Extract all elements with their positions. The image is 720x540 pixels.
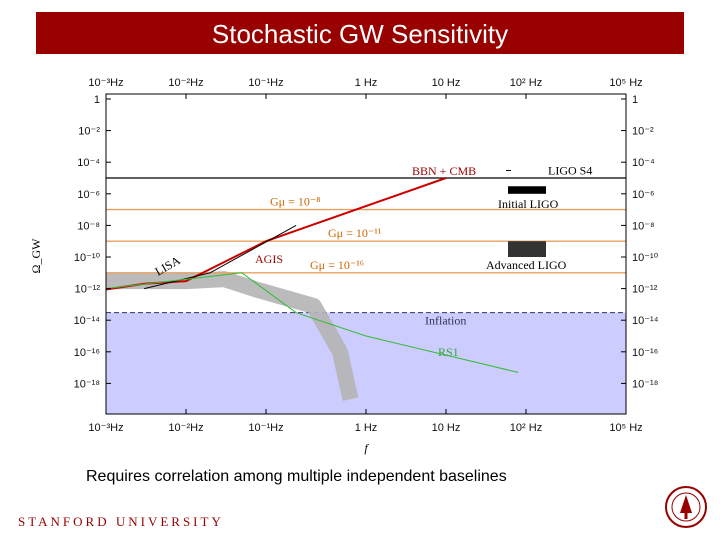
initial-ligo-label: Initial LIGO [498,197,559,211]
initial-ligo-box [508,186,546,194]
rs1-label: RS1 [438,345,459,359]
y-tick-label-left-3: 10⁻⁶ [77,189,100,201]
y-tick-label-right-7: 10⁻¹⁴ [632,315,659,327]
y-tick-label-left-9: 10⁻¹⁸ [74,378,100,390]
x-tick-label-top-0: 10⁻³Hz [88,77,123,89]
y-tick-label-left-0: 1 [94,94,100,106]
y-tick-label-left-5: 10⁻¹⁰ [74,252,101,264]
x-tick-label-bottom-5: 10² Hz [510,422,542,434]
x-tick-label-bottom-3: 1 Hz [355,422,378,434]
y-tick-label-left-7: 10⁻¹⁴ [74,315,101,327]
x-tick-label-top-6: 10⁵ Hz [609,77,642,89]
y-tick-label-left-8: 10⁻¹⁶ [74,347,100,359]
y-tick-label-right-8: 10⁻¹⁶ [632,347,658,359]
y-tick-label-left-2: 10⁻⁴ [77,157,100,169]
stanford-seal-icon [665,486,707,528]
x-tick-label-bottom-4: 10 Hz [432,422,461,434]
y-tick-label-right-2: 10⁻⁴ [632,157,655,169]
inflation-region [106,312,626,414]
y-tick-label-right-3: 10⁻⁶ [632,189,655,201]
bbn-cmb-label: BBN + CMB [412,164,476,178]
y-tick-label-right-5: 10⁻¹⁰ [632,252,659,264]
y-tick-label-right-9: 10⁻¹⁸ [632,378,658,390]
x-tick-label-bottom-6: 10⁵ Hz [609,422,642,434]
y-axis-label: Ω_GW [29,238,43,274]
x-tick-label-bottom-1: 10⁻²Hz [168,422,203,434]
agis-label: AGIS [255,252,283,266]
x-tick-label-top-3: 1 Hz [355,77,378,89]
slide-caption: Requires correlation among multiple inde… [86,468,507,485]
x-tick-label-bottom-0: 10⁻³Hz [88,422,123,434]
cosmic-string-label-3: Gμ = 10⁻¹⁶ [310,258,364,272]
x-tick-label-top-4: 10 Hz [432,77,461,89]
x-tick-label-top-1: 10⁻²Hz [168,77,203,89]
gray-model-band [106,271,359,401]
advanced-ligo-label: Advanced LIGO [486,258,567,272]
cosmic-string-label-1: Gμ = 10⁻⁸ [270,195,320,209]
x-tick-label-top-5: 10² Hz [510,77,542,89]
ligo-s4-label: LIGO S4 [548,163,592,177]
y-tick-label-right-6: 10⁻¹² [632,284,658,296]
x-tick-label-bottom-2: 10⁻¹Hz [248,422,283,434]
rs1-curve [106,272,519,373]
y-tick-label-left-4: 10⁻⁸ [77,220,100,232]
y-tick-label-left-6: 10⁻¹² [75,284,101,296]
x-tick-label-top-2: 10⁻¹Hz [248,77,283,89]
cosmic-string-label-2: Gμ = 10⁻¹¹ [328,226,382,240]
lisa-curve [144,224,297,290]
y-tick-label-right-1: 10⁻² [632,126,654,138]
advanced-ligo-box [508,241,546,257]
x-axis-label: f [364,441,369,455]
inflation-label: Inflation [425,314,466,328]
y-tick-label-right-0: 1 [632,94,638,106]
y-tick-label-right-4: 10⁻⁸ [632,220,655,232]
slide-title: Stochastic GW Sensitivity [36,12,684,54]
y-tick-label-left-1: 10⁻² [78,126,100,138]
university-wordmark: STANFORD UNIVERSITY [18,514,224,529]
